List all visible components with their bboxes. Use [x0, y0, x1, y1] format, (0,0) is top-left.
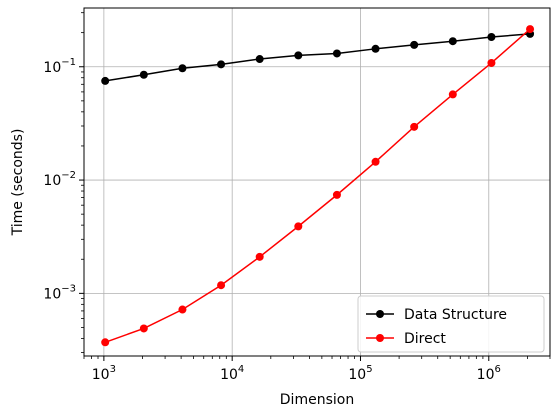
- x-tick-label: 104: [220, 364, 244, 383]
- data-point-direct: [487, 58, 496, 67]
- data-point-direct: [410, 122, 419, 131]
- data-point-direct: [526, 25, 535, 34]
- legend-box: [357, 295, 545, 353]
- data-point-data-structure: [410, 40, 419, 49]
- data-point-data-structure: [178, 64, 187, 73]
- legend-label-direct: Direct: [404, 331, 446, 347]
- data-point-data-structure: [294, 51, 303, 60]
- x-tick-label: 105: [348, 364, 372, 383]
- y-tick-label: 10−1: [43, 57, 76, 76]
- ticks: 103 104 105 106 10−3 10−2 10−1: [43, 12, 551, 383]
- plot-frame: [83, 7, 551, 357]
- x-tick-label: 103: [92, 364, 116, 383]
- data-point-direct: [178, 305, 187, 314]
- data-point-direct: [101, 338, 110, 347]
- data-point-data-structure: [448, 37, 457, 46]
- data-point-direct: [371, 157, 380, 166]
- series-line-data-structure: [105, 33, 531, 82]
- data-point-direct: [255, 252, 264, 261]
- data-point-data-structure: [255, 55, 264, 64]
- data-point-data-structure: [487, 33, 496, 42]
- legend: Data Structure Direct: [357, 295, 545, 353]
- data-point-data-structure: [371, 44, 380, 53]
- series-layer: [101, 25, 535, 347]
- x-axis-label: Dimension: [280, 392, 354, 408]
- data-point-data-structure: [139, 70, 148, 79]
- data-point-direct: [332, 190, 341, 199]
- data-point-data-structure: [217, 60, 226, 69]
- data-point-direct: [217, 281, 226, 290]
- data-point-direct: [139, 324, 148, 333]
- legend-marker-data-structure: [376, 310, 384, 318]
- y-axis-label: Time (seconds): [10, 129, 26, 237]
- legend-label-data-structure: Data Structure: [404, 307, 507, 323]
- x-tick-label: 106: [477, 364, 501, 383]
- data-point-data-structure: [332, 49, 341, 58]
- data-point-direct: [294, 222, 303, 231]
- legend-marker-direct: [376, 334, 384, 342]
- data-point-data-structure: [101, 76, 110, 85]
- y-tick-label: 10−2: [43, 170, 76, 189]
- y-tick-label: 10−3: [43, 283, 76, 302]
- series-line-direct: [104, 28, 531, 343]
- data-point-direct: [448, 90, 457, 99]
